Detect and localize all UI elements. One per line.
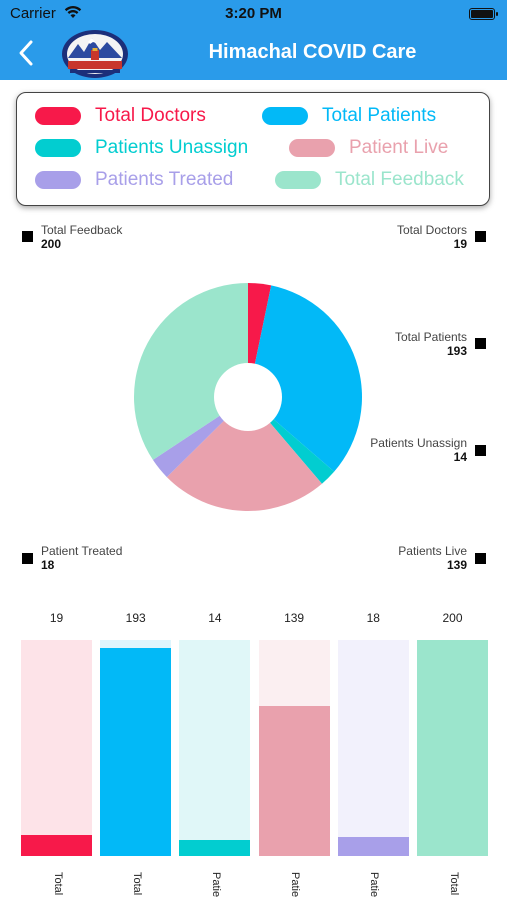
pie-label-total-doctors: Total Doctors 19 (397, 223, 467, 251)
legend-card: Total Doctors Total Patients Patients Un… (16, 92, 490, 206)
bar-value-label: 18 (366, 611, 380, 625)
pie-label-marker (475, 553, 486, 564)
pie-label-value: 193 (446, 344, 467, 358)
pie-label-value: 18 (41, 558, 55, 572)
pie-label-value: 19 (453, 237, 467, 251)
battery-icon (469, 8, 498, 20)
pie-chart (133, 282, 363, 512)
legend-swatch (262, 107, 308, 125)
pie-slice-total-patients[interactable] (248, 285, 363, 472)
chevron-left-icon (19, 40, 33, 66)
bar-value-label: 14 (208, 611, 222, 625)
legend-swatch (289, 139, 335, 157)
pie-label-marker (475, 231, 486, 242)
bar-value-label: 139 (284, 611, 305, 625)
pie-label-marker (475, 338, 486, 349)
bar-category-label: Total (130, 872, 143, 896)
bar-category-label: Patie (368, 872, 381, 898)
pie-label-marker (475, 445, 486, 456)
pie-label-value: 200 (41, 237, 62, 251)
legend-swatch (35, 139, 81, 157)
legend-label: Total Feedback (335, 169, 464, 190)
pie-label-patients-unassign: Patients Unassign 14 (370, 436, 467, 464)
wifi-icon (64, 5, 82, 23)
bar-track (179, 640, 251, 856)
pie-label-patient-treated: Patient Treated 18 (41, 544, 122, 572)
bar-track (337, 640, 409, 856)
bar[interactable] (21, 835, 92, 856)
pie-label-total-patients: Total Patients 193 (395, 330, 467, 358)
bar[interactable] (258, 705, 330, 856)
legend-label: Patient Live (349, 137, 449, 158)
pie-label-name: Total Patients (394, 330, 467, 344)
carrier-label: Carrier (10, 5, 56, 22)
bar-value-label: 193 (125, 611, 146, 625)
legend-label: Patients Unassign (95, 137, 249, 158)
pie-label-total-feedback: Total Feedback 200 (41, 223, 122, 251)
legend-label: Total Doctors (95, 105, 206, 126)
status-bar: Carrier 3:20 PM (0, 0, 507, 28)
bar-category-label: Total (51, 872, 64, 896)
legend-label: Patients Treated (95, 169, 234, 190)
legend-item-patients-treated: Patients Treated (35, 169, 233, 191)
page-title: Himachal COVID Care (208, 41, 417, 63)
legend-swatch (35, 107, 81, 125)
pie-center-hole (214, 363, 282, 431)
pie-label-name: Patients Live (398, 544, 467, 558)
back-button[interactable] (12, 38, 42, 68)
pie-slice-patient-live[interactable] (166, 397, 322, 511)
bar-category-label: Patie (289, 872, 302, 898)
legend-item-total-feedback: Total Feedback (275, 169, 464, 191)
bar[interactable] (337, 836, 409, 856)
pie-label-marker (22, 553, 33, 564)
pie-label-value: 139 (446, 558, 467, 572)
pie-label-name: Patients Unassign (370, 436, 467, 450)
pie-label-marker (22, 231, 33, 242)
pie-slice-total-feedback[interactable] (134, 283, 248, 460)
legend-item-patients-unassign: Patients Unassign (35, 137, 248, 159)
bar-chart: 19 Total 193 Total 14 Patie 139 Patie 18 Patie 200… (0, 600, 507, 900)
pie-label-value: 14 (453, 450, 467, 464)
pie-label-name: Total Feedback (41, 223, 123, 237)
bar[interactable] (417, 640, 488, 856)
bar-track (21, 640, 92, 856)
legend-swatch (275, 171, 321, 189)
legend-swatch (35, 171, 81, 189)
bar-value-label: 19 (49, 611, 64, 625)
bar-category-label: Patie (209, 872, 222, 898)
bar[interactable] (100, 647, 172, 856)
bar[interactable] (179, 840, 251, 856)
pie-chart-svg (134, 283, 363, 511)
bar-category-label: Total (447, 872, 460, 896)
legend-label: Total Patients (322, 105, 437, 126)
clock: 3:20 PM (225, 5, 282, 22)
bar-value-label: 200 (442, 611, 463, 625)
pie-label-patients-live: Patients Live 139 (398, 544, 467, 572)
pie-label-name: Total Doctors (396, 223, 467, 237)
legend-item-total-doctors: Total Doctors (35, 105, 206, 127)
legend-item-total-patients: Total Patients (262, 105, 436, 127)
pie-label-name: Patient Treated (41, 544, 123, 558)
legend-item-patient-live: Patient Live (289, 137, 448, 159)
nav-bar: Himachal COVID Care (0, 28, 507, 80)
himachal-emblem-logo (60, 28, 130, 78)
